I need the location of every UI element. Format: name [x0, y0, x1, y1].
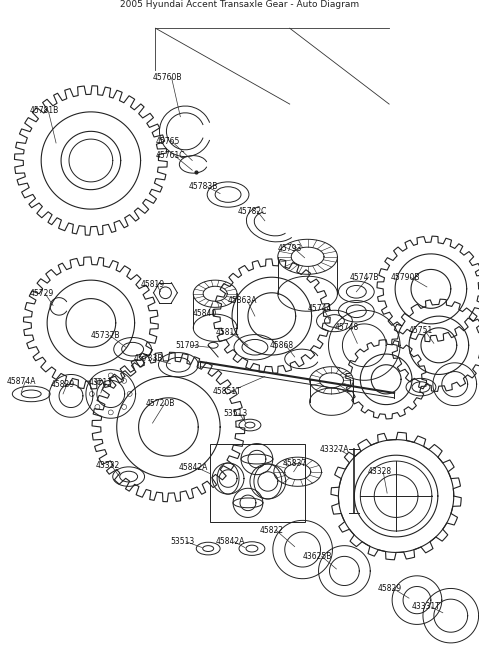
Text: 45729: 45729 [29, 290, 53, 298]
Text: 45840: 45840 [192, 309, 216, 318]
Text: 45842A: 45842A [215, 537, 244, 546]
Text: 43332: 43332 [96, 461, 120, 470]
Text: 45765: 45765 [156, 136, 180, 145]
Text: 45748: 45748 [335, 324, 359, 332]
Text: 53513: 53513 [170, 537, 195, 546]
Text: 45761C: 45761C [156, 151, 185, 160]
Text: 45863A: 45863A [228, 296, 258, 305]
Text: 45790B: 45790B [391, 272, 420, 282]
Text: 51703: 51703 [175, 341, 200, 350]
Bar [210, 445, 305, 522]
Text: 45819: 45819 [141, 280, 165, 288]
Text: 45720B: 45720B [145, 399, 175, 408]
Text: 45781B: 45781B [29, 106, 59, 115]
Text: 43331T: 43331T [412, 603, 441, 611]
Text: 43625B: 43625B [302, 552, 332, 561]
Text: 2005 Hyundai Accent Transaxle Gear - Auto Diagram: 2005 Hyundai Accent Transaxle Gear - Aut… [120, 0, 360, 9]
Text: 45868: 45868 [270, 341, 294, 350]
Text: 45751: 45751 [409, 326, 433, 335]
Text: 45747B: 45747B [349, 272, 379, 282]
Text: 45829: 45829 [377, 584, 401, 593]
Text: 45837: 45837 [283, 459, 307, 468]
Text: 45733B: 45733B [133, 354, 163, 364]
Text: 43327A: 43327A [320, 445, 349, 454]
Text: 43328: 43328 [367, 467, 391, 476]
Text: 45783B: 45783B [188, 182, 217, 191]
Text: 45851T: 45851T [212, 386, 241, 396]
Text: 45737B: 45737B [91, 331, 120, 340]
Text: 45744: 45744 [308, 304, 332, 313]
Text: 43213: 43213 [89, 378, 113, 386]
Text: 45760B: 45760B [153, 73, 182, 83]
Text: 45842A: 45842A [179, 463, 208, 472]
Text: 53513: 53513 [223, 409, 247, 418]
Text: 45829: 45829 [51, 380, 75, 388]
Text: 45782C: 45782C [238, 206, 267, 215]
Text: 45874A: 45874A [6, 377, 36, 386]
Text: 45793: 45793 [278, 244, 302, 253]
Text: 45811: 45811 [215, 328, 239, 337]
Text: 45822: 45822 [260, 525, 284, 534]
